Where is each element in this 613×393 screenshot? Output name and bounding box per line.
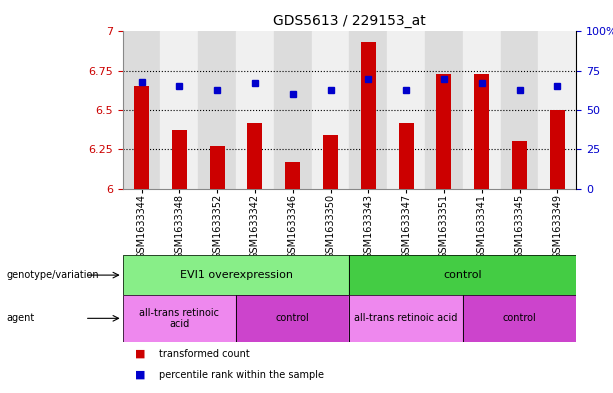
- Text: all-trans retinoic
acid: all-trans retinoic acid: [139, 308, 219, 329]
- Bar: [323, 135, 338, 189]
- Bar: [236, 295, 349, 342]
- Bar: [436, 74, 451, 189]
- Bar: [463, 295, 576, 342]
- Bar: [349, 295, 463, 342]
- Bar: [123, 255, 349, 295]
- Bar: [210, 146, 224, 189]
- Bar: [236, 31, 274, 189]
- Bar: [501, 31, 538, 189]
- Text: control: control: [443, 270, 482, 280]
- Bar: [285, 162, 300, 189]
- Bar: [349, 255, 576, 295]
- Bar: [387, 31, 425, 189]
- Text: control: control: [276, 313, 310, 323]
- Bar: [274, 31, 311, 189]
- Bar: [161, 31, 198, 189]
- Bar: [538, 31, 576, 189]
- Bar: [550, 110, 565, 189]
- Bar: [172, 130, 187, 189]
- Text: agent: agent: [6, 313, 34, 323]
- Text: EVI1 overexpression: EVI1 overexpression: [180, 270, 292, 280]
- Bar: [512, 141, 527, 189]
- Bar: [247, 123, 262, 189]
- Bar: [123, 295, 236, 342]
- Bar: [134, 86, 149, 189]
- Bar: [198, 31, 236, 189]
- Bar: [398, 123, 414, 189]
- Text: all-trans retinoic acid: all-trans retinoic acid: [354, 313, 458, 323]
- Text: ■: ■: [135, 349, 145, 358]
- Bar: [349, 255, 576, 295]
- Text: transformed count: transformed count: [159, 349, 250, 358]
- Text: control: control: [503, 313, 536, 323]
- Bar: [123, 295, 236, 342]
- Text: ■: ■: [135, 370, 145, 380]
- Bar: [349, 295, 463, 342]
- Bar: [311, 31, 349, 189]
- Text: genotype/variation: genotype/variation: [6, 270, 99, 280]
- Bar: [360, 42, 376, 189]
- Text: percentile rank within the sample: percentile rank within the sample: [159, 370, 324, 380]
- Title: GDS5613 / 229153_at: GDS5613 / 229153_at: [273, 14, 426, 28]
- Bar: [123, 255, 349, 295]
- Bar: [425, 31, 463, 189]
- Bar: [463, 295, 576, 342]
- Bar: [349, 31, 387, 189]
- Bar: [236, 295, 349, 342]
- Bar: [123, 31, 161, 189]
- Bar: [474, 74, 489, 189]
- Bar: [463, 31, 501, 189]
